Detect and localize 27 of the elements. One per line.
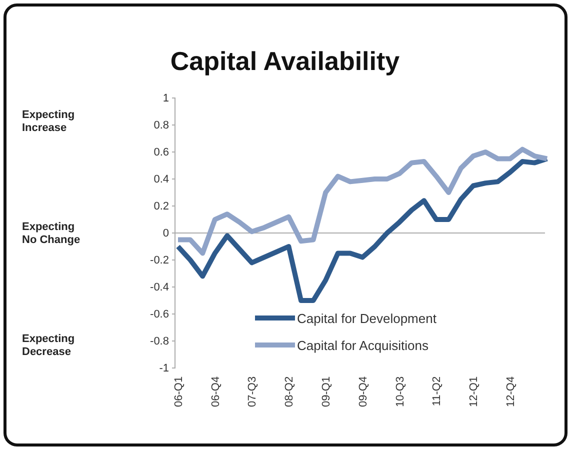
y-tick-label: -0.2 [150, 254, 169, 267]
x-tick-label: 09-Q1 [320, 376, 332, 407]
x-tick-label: 09-Q4 [357, 376, 370, 407]
legend-label: Capital for Acquisitions [297, 338, 430, 353]
y-tick-label: 0.2 [154, 200, 169, 213]
x-tick-label: 06-Q1 [172, 376, 185, 407]
x-tick-label: 08-Q2 [284, 376, 296, 407]
y-tick-label: 0 [162, 228, 169, 240]
y-tick-label: 0.8 [154, 120, 169, 132]
text: Expecting No Change [22, 221, 80, 246]
text: Expecting Increase [22, 109, 75, 134]
chart-title: Capital Availability [170, 46, 400, 76]
y-tick-label: -0.8 [150, 336, 169, 348]
x-tick-label: 07-Q3 [246, 376, 259, 407]
legend-label: Capital for Development [297, 311, 437, 326]
y-tick-label: -1 [159, 362, 169, 375]
x-tick-label: 12-Q4 [504, 376, 517, 407]
x-tick-label: 06-Q4 [210, 376, 222, 407]
text: Expecting Decrease [22, 333, 75, 358]
x-tick-label: 10-Q3 [394, 376, 406, 407]
y-tick-label: 1 [162, 92, 169, 105]
y-tick-label: -0.6 [150, 308, 169, 321]
x-tick-label: 11-Q2 [431, 376, 444, 406]
y-tick-label: 0.6 [154, 146, 169, 159]
y-tick-label: -0.4 [150, 282, 169, 294]
x-tick-label: 12-Q1 [468, 376, 480, 407]
y-tick-label: 0.4 [154, 174, 169, 186]
